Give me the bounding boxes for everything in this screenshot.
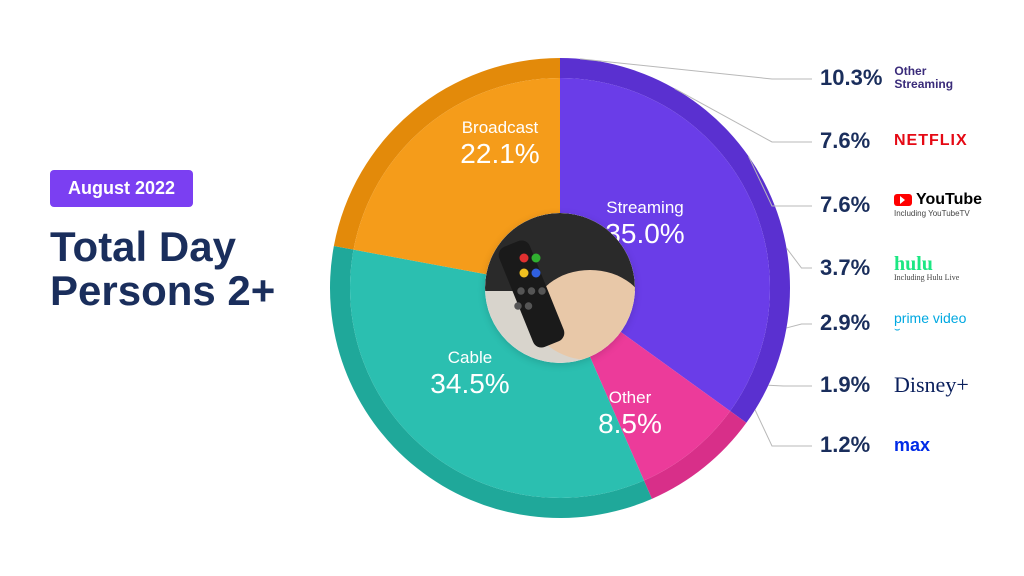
breakdown-pct: 7.6% — [820, 192, 882, 218]
breakdown-row: 2.9% prime video⌣ — [820, 310, 1010, 336]
breakdown-row: 1.2% max — [820, 432, 1010, 458]
breakdown-pct: 10.3% — [820, 65, 882, 91]
breakdown-row: 7.6% NETFLIX — [820, 128, 1010, 154]
breakdown-pct: 7.6% — [820, 128, 882, 154]
remote-control-icon — [485, 213, 635, 363]
breakdown-row: 1.9% Disney+ — [820, 372, 1010, 398]
breakdown-pct: 1.2% — [820, 432, 882, 458]
pie-chart: Streaming35.0%Other8.5%Cable34.5%Broadca… — [320, 48, 800, 528]
chart-title: Total Day Persons 2+ — [50, 225, 310, 313]
breakdown-logo: NETFLIX — [894, 133, 968, 149]
breakdown-logo: YouTubeIncluding YouTubeTV — [894, 192, 982, 218]
title-line2: Persons 2+ — [50, 267, 275, 314]
center-photo — [485, 213, 635, 363]
title-line1: Total Day — [50, 223, 236, 270]
breakdown-pct: 2.9% — [820, 310, 882, 336]
breakdown-logo: Disney+ — [894, 374, 969, 396]
breakdown-logo: prime video⌣ — [894, 311, 966, 335]
breakdown-row: 3.7% huluIncluding Hulu Live — [820, 254, 1010, 282]
breakdown-row: 10.3% OtherStreaming — [820, 65, 1010, 91]
breakdown-logo: huluIncluding Hulu Live — [894, 254, 959, 282]
date-pill: August 2022 — [50, 170, 193, 207]
breakdown-logo: max — [894, 436, 930, 454]
breakdown-logo: OtherStreaming — [894, 65, 953, 91]
breakdown-pct: 1.9% — [820, 372, 882, 398]
breakdown-row: 7.6% YouTubeIncluding YouTubeTV — [820, 192, 1010, 218]
title-block: August 2022 Total Day Persons 2+ — [50, 170, 310, 313]
breakdown-pct: 3.7% — [820, 255, 882, 281]
